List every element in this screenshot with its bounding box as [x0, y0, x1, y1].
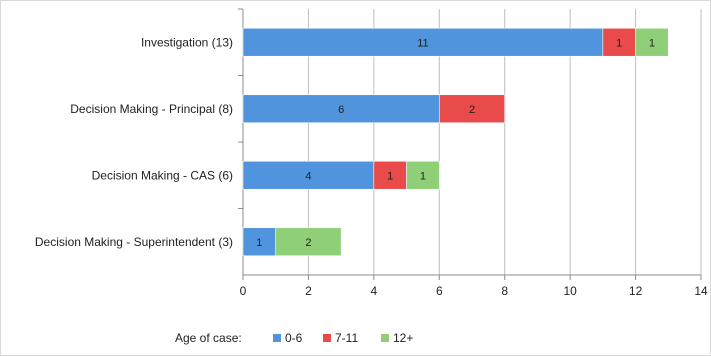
- legend-label-0: 0-6: [285, 331, 303, 345]
- category-label-2: Decision Making - CAS (6): [92, 168, 233, 182]
- bar-3-0: [242, 227, 277, 257]
- bar-1-0: [242, 94, 440, 124]
- data-label-1-0: 6: [338, 104, 344, 116]
- legend-label-1: 7-11: [335, 331, 358, 345]
- bar-1-1: [438, 94, 506, 124]
- category-label-0: Investigation (13): [141, 35, 233, 49]
- legend-swatch-0: [273, 334, 281, 342]
- legend-title: Age of case:: [175, 331, 242, 345]
- x-tick-label-2: 4: [371, 284, 378, 298]
- data-label-0-2: 1: [649, 37, 655, 49]
- data-label-1-1: 2: [469, 104, 475, 116]
- data-label-0-0: 11: [417, 37, 428, 49]
- x-tick-label-4: 8: [501, 284, 508, 298]
- x-tick-label-6: 12: [629, 284, 643, 298]
- x-tick-label-7: 14: [694, 284, 708, 298]
- x-tick-label-3: 6: [436, 284, 443, 298]
- data-label-3-0: 1: [256, 237, 262, 249]
- bar-3-2: [275, 227, 342, 257]
- data-label-2-1: 1: [387, 170, 393, 182]
- bar-0-0: [242, 27, 604, 57]
- bar-2-0: [242, 160, 375, 190]
- bar-0-2: [635, 27, 669, 57]
- legend-label-2: 12+: [393, 331, 413, 345]
- category-label-3: Decision Making - Superintendent (3): [35, 235, 233, 249]
- data-label-2-0: 4: [305, 170, 311, 182]
- data-label-3-2: 2: [305, 237, 311, 249]
- data-label-2-2: 1: [420, 170, 426, 182]
- bar-0-1: [602, 27, 636, 57]
- legend-swatch-1: [323, 334, 331, 342]
- category-label-1: Decision Making - Principal (8): [70, 102, 233, 116]
- x-tick-label-1: 2: [305, 284, 312, 298]
- data-label-0-1: 1: [616, 37, 622, 49]
- legend-swatch-2: [381, 334, 389, 342]
- bar-2-2: [406, 160, 440, 190]
- x-tick-label-5: 10: [563, 284, 577, 298]
- x-tick-label-0: 0: [240, 284, 247, 298]
